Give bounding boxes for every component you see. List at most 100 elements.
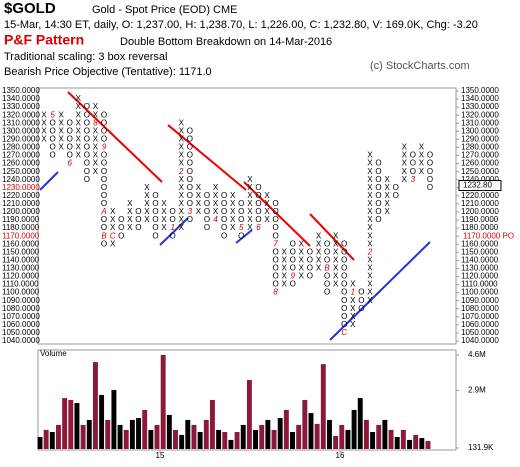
- volume-bar: [49, 432, 55, 449]
- o-box: O: [152, 207, 158, 216]
- o-box: O: [101, 134, 107, 143]
- x-box: X: [316, 247, 322, 256]
- volume-bar: [246, 379, 252, 449]
- y-tick-label-right: 1080.0000: [461, 304, 499, 313]
- x-box: X: [179, 183, 185, 192]
- volume-bar: [314, 423, 320, 449]
- o-box: O: [238, 207, 244, 216]
- x-box: X: [350, 296, 356, 305]
- x-tick-label: 16: [336, 451, 345, 460]
- x-box: X: [384, 175, 390, 184]
- y-tick-label: 1280.0000: [2, 143, 40, 152]
- y-tick-label: 1240.0000: [2, 175, 40, 184]
- x-box: X: [196, 199, 202, 208]
- o-box: O: [152, 199, 158, 208]
- pattern: Double Bottom Breakdown on 14-Mar-2016: [120, 36, 332, 48]
- o-box: O: [221, 231, 227, 240]
- y-tick-label-right: 1190.0000: [461, 215, 499, 224]
- volume-bar: [111, 389, 117, 449]
- x-box: X: [93, 126, 99, 135]
- o-box: O: [255, 207, 261, 216]
- volume-bar: [363, 419, 369, 449]
- x-box: X: [93, 151, 99, 160]
- o-box: O: [135, 215, 141, 224]
- o-box: O: [204, 207, 210, 216]
- o-box: O: [101, 183, 107, 192]
- o-box: O: [152, 231, 158, 240]
- o-box: O: [238, 231, 244, 240]
- price-panel: [37, 87, 457, 345]
- x-box: X: [58, 143, 64, 152]
- o-box: O: [84, 175, 90, 184]
- x-box: X: [93, 110, 99, 119]
- o-box: O: [341, 304, 347, 313]
- y-tick-label: 1050.0000: [2, 328, 40, 337]
- objective: Bearish Price Objective (Tentative): 117…: [4, 66, 212, 78]
- volume-bar: [185, 419, 191, 449]
- y-tick-label: 1080.0000: [2, 304, 40, 313]
- x-box: X: [316, 264, 322, 273]
- y-tick-label-right: 1340.0000: [461, 94, 499, 103]
- x-box: X: [230, 199, 236, 208]
- volume-bar: [271, 429, 277, 449]
- x-box: X: [144, 215, 150, 224]
- y-tick-label: 1230.0000: [2, 183, 40, 192]
- o-box: O: [375, 183, 381, 192]
- o-box: O: [101, 118, 107, 127]
- o-box: O: [238, 199, 244, 208]
- month-marker: 4: [213, 215, 218, 224]
- x-box: X: [161, 223, 167, 232]
- x-box: X: [367, 199, 373, 208]
- o-box: O: [101, 191, 107, 200]
- x-box: X: [41, 126, 47, 135]
- y-tick-label-right: 1250.0000: [461, 167, 499, 176]
- y-tick-label-right: 1180.0000: [461, 223, 499, 232]
- x-box: X: [93, 134, 99, 143]
- o-box: O: [272, 264, 278, 273]
- y-tick-label-right: 1130.0000: [461, 264, 499, 273]
- volume-bar: [382, 419, 388, 449]
- o-box: O: [101, 126, 107, 135]
- y-tick-label-right: 1150.0000: [461, 247, 499, 256]
- o-box: O: [324, 239, 330, 248]
- o-box: O: [101, 167, 107, 176]
- o-box: O: [290, 264, 296, 273]
- x-box: X: [58, 134, 64, 143]
- y-tick-label: 1350.0000: [2, 86, 40, 95]
- o-box: O: [67, 143, 73, 152]
- trend-lines: [67, 91, 355, 261]
- y-tick-label: 1300.0000: [2, 126, 40, 135]
- x-box: X: [282, 255, 288, 264]
- x-box: X: [316, 255, 322, 264]
- y-tick-label-right: 1110.0000: [461, 280, 498, 289]
- x-box: X: [76, 94, 82, 103]
- month-marker: 1: [170, 223, 174, 232]
- y-tick-label: 1090.0000: [2, 296, 40, 305]
- o-box: O: [204, 191, 210, 200]
- o-box: O: [135, 223, 141, 232]
- y-tick-label: 1120.0000: [2, 272, 40, 281]
- o-box: O: [187, 199, 193, 208]
- o-box: O: [221, 215, 227, 224]
- x-box: X: [179, 143, 185, 152]
- x-box: X: [110, 223, 116, 232]
- x-box: X: [179, 191, 185, 200]
- volume-bar: [339, 424, 345, 449]
- x-box: X: [93, 102, 99, 111]
- o-box: O: [84, 151, 90, 160]
- y-tick-label-right: 1210.0000: [461, 199, 499, 208]
- x-box: X: [333, 264, 339, 273]
- o-box: O: [118, 231, 124, 240]
- o-box: O: [49, 134, 55, 143]
- o-box: O: [187, 167, 193, 176]
- x-box: X: [127, 215, 133, 224]
